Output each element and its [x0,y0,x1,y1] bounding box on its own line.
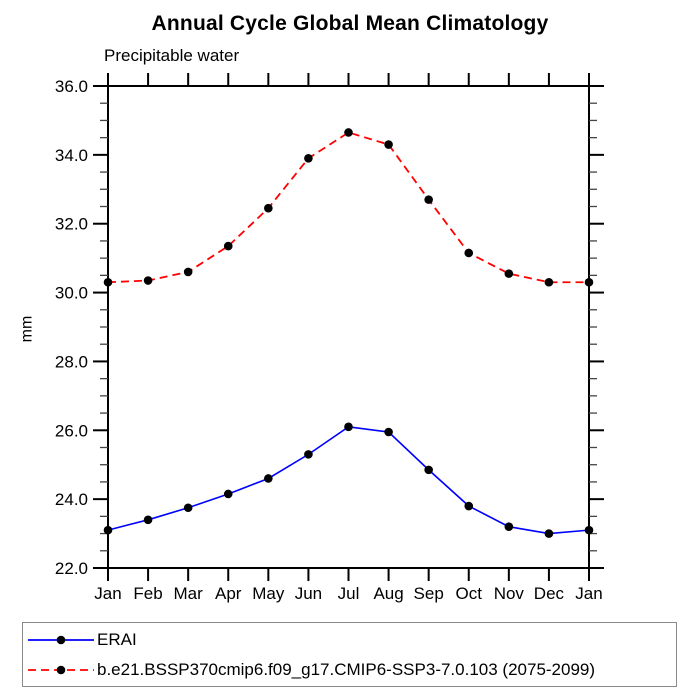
svg-text:Apr: Apr [215,584,242,603]
svg-text:Aug: Aug [373,584,403,603]
svg-text:30.0: 30.0 [55,284,88,303]
svg-text:Feb: Feb [133,584,162,603]
svg-text:34.0: 34.0 [55,146,88,165]
svg-text:Sep: Sep [414,584,444,603]
svg-text:Dec: Dec [534,584,565,603]
plot-area: 22.0 24.0 26.0 28.0 30.0 32.0 34.0 36.0 Jan Feb Ma… [55,73,604,603]
legend-line-sample-dashed [28,665,94,674]
legend-label-erai: ERAI [97,629,137,649]
svg-text:Nov: Nov [494,584,525,603]
svg-text:Jun: Jun [295,584,322,603]
svg-text:24.0: 24.0 [55,490,88,509]
legend-label-model: b.e21.BSSP370cmip6.f09_g17.CMIP6-SSP3-7.… [97,659,596,679]
svg-text:Jul: Jul [338,584,360,603]
svg-text:22.0: 22.0 [55,559,88,578]
legend: ERAI b.e21.BSSP370cmip6.f09_g17.CMIP6-SS… [22,622,677,687]
chart-subtitle: Precipitable water [104,46,240,65]
svg-text:Jan: Jan [575,584,602,603]
svg-text:Oct: Oct [456,584,483,603]
chart-title: Annual Cycle Global Mean Climatology [151,12,549,35]
svg-text:Mar: Mar [174,584,204,603]
svg-text:26.0: 26.0 [55,421,88,440]
svg-text:32.0: 32.0 [55,215,88,234]
svg-text:36.0: 36.0 [55,77,88,96]
svg-text:Jan: Jan [94,584,121,603]
legend-item-model: b.e21.BSSP370cmip6.f09_g17.CMIP6-SSP3-7.… [28,655,676,685]
legend-line-sample-solid [28,635,94,644]
svg-text:May: May [252,584,285,603]
svg-text:28.0: 28.0 [55,352,88,371]
legend-item-erai: ERAI [28,625,676,655]
